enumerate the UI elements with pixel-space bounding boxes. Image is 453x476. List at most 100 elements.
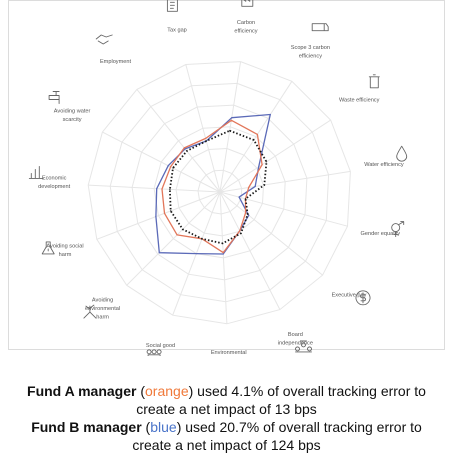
- trash-bin-icon: [368, 74, 380, 89]
- series-point: [155, 216, 157, 218]
- series-point: [176, 234, 178, 236]
- series-point: [205, 137, 207, 139]
- water-drop-icon-shape: [396, 145, 408, 162]
- axis-label-line: Social good: [146, 343, 175, 349]
- series-line: [155, 113, 271, 255]
- axis-label-line: Executive pay: [332, 293, 367, 299]
- series-line: [168, 129, 268, 245]
- grid-spoke: [219, 170, 351, 193]
- axis-label: Executive pay: [332, 293, 367, 299]
- series-point: [170, 166, 172, 168]
- grid-spoke: [219, 61, 242, 193]
- axis-label-line: Tax gap: [167, 28, 187, 34]
- factory-icon-shape: [241, 0, 254, 7]
- handshake-icon: [95, 34, 113, 45]
- series-point: [195, 253, 197, 255]
- water-tap-icon-shape: [48, 91, 60, 104]
- axis-label-line: Avoiding social: [46, 244, 83, 250]
- grid-spoke: [219, 191, 281, 310]
- axis-label-line: Avoiding: [92, 297, 113, 303]
- axis-label: Waste efficiency: [339, 98, 380, 104]
- series-point: [254, 185, 256, 187]
- axis-label: Board independence: [278, 332, 313, 347]
- axis-label-line: environmental: [85, 306, 120, 312]
- series-point: [244, 198, 247, 200]
- series-point: [158, 252, 160, 254]
- caption: Fund A manager (orange) used 4.1% of ove…: [0, 382, 453, 454]
- hand-plant-icon: [83, 304, 97, 319]
- gender-symbol-icon-shape: [391, 221, 405, 238]
- board-people-icon: [295, 340, 312, 353]
- series-point: [163, 212, 166, 214]
- axis-label-line: independence: [278, 340, 313, 346]
- series-point: [170, 210, 172, 212]
- dollar-coin-icon-shape: [355, 290, 371, 306]
- axis-label-line: development: [38, 184, 70, 190]
- axis-label: Avoiding water scarcity: [54, 109, 91, 124]
- series-point: [253, 139, 255, 141]
- tax-document-icon-shape: [166, 0, 178, 12]
- series-point: [222, 252, 224, 254]
- water-drop-icon: [396, 145, 408, 162]
- water-tap-icon: [48, 91, 60, 104]
- caption-line-3: Fund B manager (blue) used 20.7% of over…: [31, 419, 422, 435]
- axis-label: Environmentalgood: [211, 350, 247, 356]
- series-point: [258, 166, 260, 168]
- factory-icon: [241, 0, 254, 7]
- series-point: [183, 147, 185, 149]
- axis-label-line: Waste efficiency: [339, 98, 380, 104]
- axis-label-line: efficiency: [299, 53, 322, 59]
- axis-icons: [28, 0, 408, 356]
- radar-series: [155, 113, 271, 255]
- chart-frame: [8, 0, 445, 350]
- axis-label-line: Scope 3 carbon: [291, 45, 330, 51]
- axis-label: Gender equality: [361, 231, 401, 237]
- axis-label-line: Economic: [42, 175, 67, 181]
- series-point: [172, 167, 174, 169]
- gender-symbol-icon: [391, 221, 405, 238]
- series-point: [184, 148, 186, 150]
- axis-label-line: harm: [59, 252, 72, 258]
- radar-chart: Carbon efficiency Scope 3 carbon efficiency…: [28, 0, 408, 356]
- series-point: [186, 150, 188, 152]
- series-point: [269, 113, 271, 116]
- supply-chain-truck-icon: [311, 23, 329, 32]
- caption-line-1: Fund A manager (orange) used 4.1% of ove…: [27, 383, 426, 399]
- series-line: [161, 119, 263, 254]
- axis-label-line: Environmental: [211, 350, 247, 356]
- axis-label-line: harm: [96, 314, 109, 320]
- series-point: [263, 184, 265, 186]
- warning-flask-icon: [41, 241, 55, 255]
- axis-label: Tax gap: [167, 28, 187, 34]
- series-point: [256, 133, 258, 135]
- series-point: [182, 228, 184, 230]
- series-point: [231, 117, 233, 119]
- grid-ring: [175, 147, 265, 237]
- trash-bin-icon-shape: [368, 74, 380, 89]
- grid-spoke: [219, 81, 293, 193]
- grid-spoke: [136, 89, 221, 193]
- grid-spoke: [219, 191, 348, 227]
- series-point: [156, 188, 158, 190]
- series-point: [222, 242, 224, 244]
- series-point: [245, 212, 247, 214]
- radar-figure: Carbon efficiency Scope 3 carbon efficiency…: [8, 0, 445, 356]
- axis-labels: Carbon efficiency Scope 3 carbon efficiency…: [38, 20, 404, 356]
- axis-label-line: Board: [288, 332, 303, 338]
- axis-label: Avoiding social harm: [46, 244, 83, 259]
- fund-b-color-word: blue: [150, 419, 177, 435]
- caption-line-2: create a net impact of 13 bps: [136, 401, 317, 417]
- series-point: [161, 188, 163, 190]
- series-point: [265, 161, 268, 163]
- series-point: [261, 164, 263, 166]
- grid-ring: [131, 104, 308, 281]
- series-point: [169, 188, 171, 190]
- grid-ring: [197, 169, 243, 215]
- radar-grid: [87, 61, 351, 325]
- caption-line-4: create a net impact of 124 bps: [132, 437, 321, 453]
- axis-label: Carbon efficiency: [234, 20, 257, 35]
- warning-flask-icon-shape: [41, 241, 55, 255]
- axis-label-line: scarcity: [63, 117, 82, 123]
- series-point: [230, 119, 232, 121]
- supply-chain-truck-icon-shape: [311, 23, 329, 32]
